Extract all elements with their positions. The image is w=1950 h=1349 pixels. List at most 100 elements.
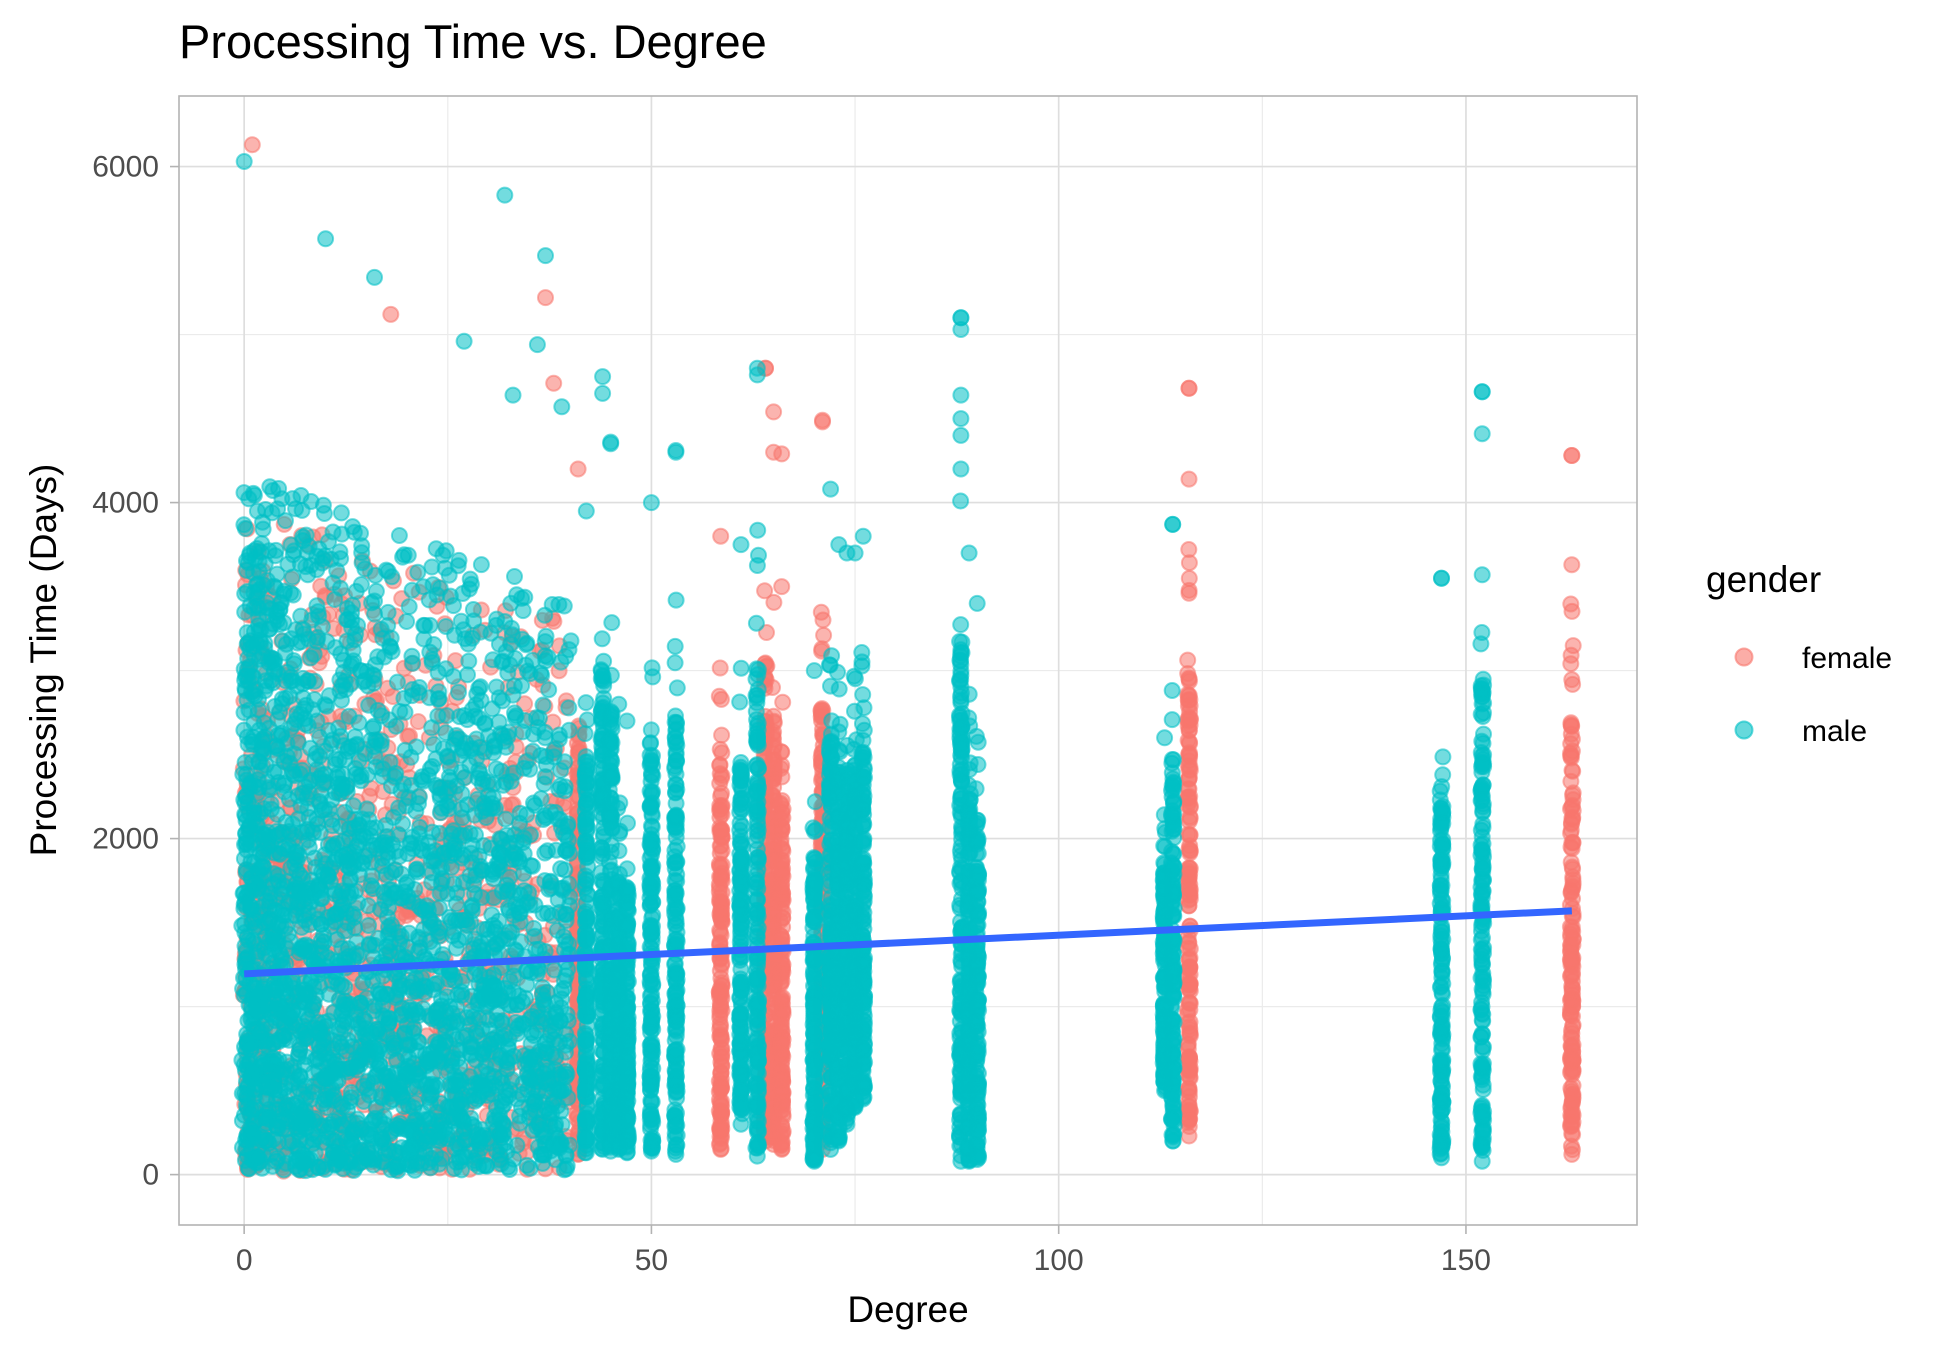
data-point-female xyxy=(814,411,831,429)
data-point-male xyxy=(485,889,503,907)
data-point-female xyxy=(712,1030,730,1048)
data-point-male xyxy=(270,942,288,960)
data-point-male xyxy=(388,673,406,691)
data-point-female xyxy=(713,974,731,992)
data-point-male xyxy=(538,1062,556,1080)
data-point-male xyxy=(393,927,410,945)
data-point-male xyxy=(238,841,256,859)
data-point-female xyxy=(1562,746,1580,764)
data-point-male xyxy=(521,1050,539,1067)
data-point-male xyxy=(475,1157,493,1174)
data-point-male xyxy=(429,707,447,725)
data-point-male xyxy=(547,1014,565,1032)
data-point-male xyxy=(469,769,487,787)
data-point-male xyxy=(304,824,322,842)
data-point-male xyxy=(409,563,427,581)
data-point-female xyxy=(1179,731,1197,749)
data-point-male xyxy=(309,951,327,969)
data-point-male xyxy=(238,771,256,789)
data-point-male xyxy=(332,504,350,522)
data-point-male xyxy=(475,1126,493,1144)
data-point-male xyxy=(463,1116,481,1133)
data-point-male xyxy=(344,1136,362,1154)
data-point-male xyxy=(268,822,285,840)
data-point-male xyxy=(294,1085,312,1103)
data-point-male xyxy=(561,1032,578,1050)
data-point-male xyxy=(345,523,363,541)
data-point-female xyxy=(243,136,261,154)
data-point-female xyxy=(1563,840,1581,858)
data-point-male xyxy=(413,768,431,786)
data-point-male xyxy=(552,860,570,878)
data-point-male xyxy=(395,546,413,564)
data-point-male xyxy=(322,735,340,753)
data-point-male xyxy=(446,1076,464,1094)
data-point-male xyxy=(296,942,314,960)
data-point-male xyxy=(251,1130,269,1148)
data-point-male xyxy=(552,999,570,1017)
data-point-male xyxy=(330,719,348,737)
data-point-male xyxy=(537,627,555,645)
data-point-male xyxy=(508,1136,526,1154)
data-point-male xyxy=(309,629,327,646)
data-point-female xyxy=(711,923,729,941)
data-point-male xyxy=(429,1076,447,1094)
data-point-female xyxy=(774,693,792,711)
data-point-male xyxy=(297,985,315,1003)
data-point-male xyxy=(557,906,575,924)
data-point-female xyxy=(1563,447,1581,464)
data-point-male xyxy=(539,842,556,860)
data-point-female xyxy=(1562,883,1580,901)
data-point-male xyxy=(255,740,272,758)
data-point-female xyxy=(1179,651,1197,669)
data-point-male xyxy=(284,815,302,833)
data-point-male xyxy=(433,859,451,877)
data-point-male xyxy=(291,1022,309,1040)
data-point-male xyxy=(513,1015,531,1032)
data-point-male xyxy=(254,857,272,875)
data-point-male xyxy=(235,516,253,534)
data-point-female xyxy=(774,1083,792,1101)
data-point-male xyxy=(557,967,575,985)
data-point-male xyxy=(300,773,318,791)
data-point-male xyxy=(285,652,303,670)
data-point-male xyxy=(480,968,498,986)
data-point-male xyxy=(344,596,361,614)
data-point-male xyxy=(243,883,260,901)
data-point-male xyxy=(450,551,468,569)
data-point-male xyxy=(267,1091,285,1109)
data-point-male xyxy=(459,666,476,684)
data-point-male xyxy=(353,544,371,562)
data-point-male xyxy=(294,532,312,550)
data-point-male xyxy=(430,899,448,917)
data-point-male xyxy=(391,702,409,720)
data-point-male xyxy=(315,505,333,522)
data-point-male xyxy=(537,652,555,670)
data-point-male xyxy=(503,626,521,644)
data-point-female xyxy=(1181,761,1199,779)
data-point-male xyxy=(433,799,451,817)
data-point-male xyxy=(403,973,421,991)
data-point-male xyxy=(556,778,574,796)
data-point-male xyxy=(506,568,523,585)
data-point-male xyxy=(562,632,580,650)
data-point-male xyxy=(549,1138,567,1156)
data-point-male xyxy=(427,1049,445,1067)
data-point-female xyxy=(772,851,790,869)
data-point-female xyxy=(1180,584,1198,602)
data-point-male xyxy=(341,871,359,889)
data-point-male xyxy=(305,645,323,663)
data-point-female xyxy=(1564,784,1582,802)
data-point-male xyxy=(353,854,371,872)
data-point-male xyxy=(364,972,382,990)
data-point-male xyxy=(500,923,518,941)
data-point-male xyxy=(442,912,460,930)
data-point-male xyxy=(552,1102,570,1120)
data-point-male xyxy=(268,1118,286,1135)
data-point-male xyxy=(328,562,346,579)
data-point-male xyxy=(273,695,291,713)
data-point-male xyxy=(500,723,518,741)
data-point-male xyxy=(407,802,425,820)
data-point-male xyxy=(318,697,335,715)
data-point-male xyxy=(288,705,306,723)
